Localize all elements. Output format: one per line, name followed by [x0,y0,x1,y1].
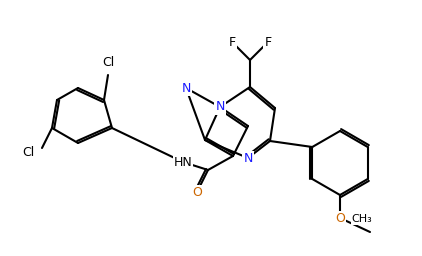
Text: HN: HN [173,155,192,168]
Text: N: N [215,101,225,113]
Text: N: N [181,81,191,94]
Text: O: O [335,211,345,225]
Text: Cl: Cl [22,145,34,158]
Text: N: N [243,152,253,165]
Text: F: F [228,36,235,48]
Text: CH₃: CH₃ [352,214,372,224]
Text: F: F [265,36,272,48]
Text: O: O [192,186,202,198]
Text: Cl: Cl [102,56,114,69]
